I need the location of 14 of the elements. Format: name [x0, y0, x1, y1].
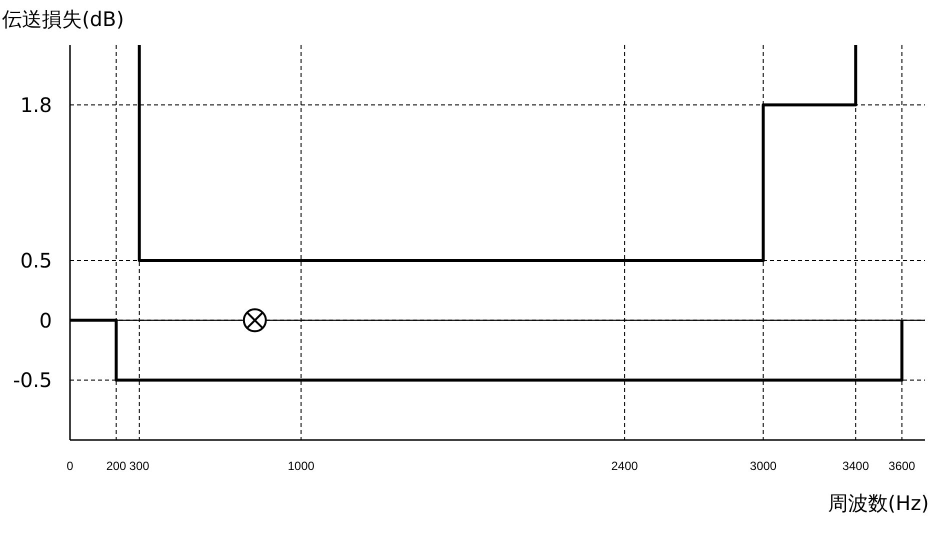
y-axis-title: 伝送損失(dB) [2, 7, 124, 31]
y-tick-label: -0.5 [12, 368, 52, 392]
x-tick-label: 0 [66, 459, 74, 473]
x-tick-label: 1000 [288, 459, 315, 473]
y-tick-label: 1.8 [20, 92, 52, 117]
x-tick-label: 3000 [750, 459, 777, 473]
y-tick-label: 0.5 [20, 248, 52, 272]
x-tick-label: 200 [106, 459, 127, 473]
x-axis-title: 周波数(Hz) [828, 491, 929, 515]
y-tick-label: 0 [39, 308, 52, 332]
x-tick-label: 3600 [888, 459, 916, 473]
x-tick-label: 300 [129, 459, 150, 473]
x-tick-label: 2400 [611, 459, 638, 473]
x-tick-label: 3400 [842, 459, 870, 473]
